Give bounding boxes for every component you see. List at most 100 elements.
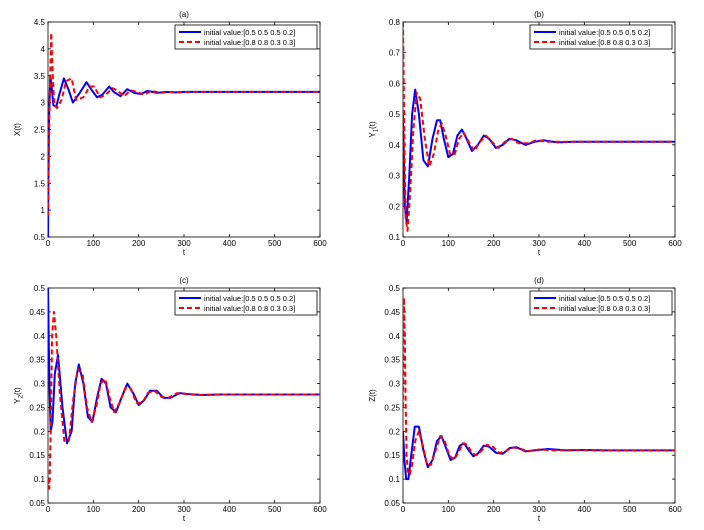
- y-tick-label: 0.25: [29, 403, 45, 412]
- y-tick-label: 0.35: [29, 356, 45, 365]
- x-tick-label: 100: [442, 505, 456, 514]
- y-tick-label: 0.6: [389, 79, 401, 88]
- y-tick-label: 0.2: [389, 427, 401, 436]
- y-tick-label: 2: [41, 152, 46, 161]
- y-tick-label: 4.5: [34, 18, 46, 27]
- legend-label-1: initial value:[0.5 0.5 0.5 0.2]: [204, 294, 295, 303]
- y-tick-label: 0.5: [389, 284, 401, 293]
- x-tick-label: 200: [132, 239, 146, 248]
- x-axis-label: t: [538, 514, 541, 523]
- x-tick-label: 100: [87, 505, 101, 514]
- y-tick-label: 0.4: [389, 332, 401, 341]
- chart-panel-1: (a) 0 100 200 300 400 500 600 0.5 1 1.5 2 2.5 3 3.5 4 4.…: [13, 10, 327, 257]
- series-line-1: [403, 425, 675, 481]
- y-tick-label: 0.5: [34, 233, 46, 242]
- y-tick-label: 0.8: [389, 18, 401, 27]
- y-tick-label: 0.15: [384, 451, 400, 460]
- x-tick-label: 600: [313, 239, 327, 248]
- panel-title: (b): [534, 10, 544, 19]
- series-line-2: [48, 31, 320, 216]
- x-tick-label: 400: [223, 239, 237, 248]
- legend-label-2: initial value:[0.8 0.8 0.3 0.3]: [559, 304, 650, 313]
- y-tick-label: 0.35: [384, 356, 400, 365]
- panel-title: (c): [179, 276, 189, 285]
- y-tick-label: 0.45: [384, 308, 400, 317]
- y-tick-label: 0.45: [29, 308, 45, 317]
- x-axis-label: t: [538, 248, 541, 257]
- y-tick-label: 2.5: [34, 126, 46, 135]
- series-line-2: [403, 22, 675, 232]
- series-line-1: [48, 74, 320, 237]
- x-tick-label: 400: [578, 239, 592, 248]
- y-tick-label: 0.5: [34, 284, 46, 293]
- y-axis-label: Y2(t): [13, 387, 25, 404]
- y-tick-label: 0.25: [384, 403, 400, 412]
- y-tick-label: 3: [41, 99, 46, 108]
- x-tick-label: 0: [401, 505, 406, 514]
- y-tick-label: 0.4: [34, 332, 46, 341]
- x-tick-label: 300: [532, 505, 546, 514]
- x-tick-label: 0: [46, 239, 51, 248]
- legend-label-1: initial value:[0.5 0.5 0.5 0.2]: [559, 294, 650, 303]
- y-axis-label: X(t): [13, 123, 22, 136]
- x-tick-label: 600: [668, 239, 682, 248]
- y-tick-label: 0.1: [34, 475, 46, 484]
- y-tick-label: 0.2: [389, 202, 401, 211]
- y-tick-label: 0.05: [29, 499, 45, 508]
- x-tick-label: 600: [313, 505, 327, 514]
- y-tick-label: 3.5: [34, 72, 46, 81]
- x-tick-label: 300: [177, 505, 191, 514]
- x-tick-label: 500: [268, 505, 282, 514]
- x-tick-label: 400: [223, 505, 237, 514]
- x-tick-label: 100: [442, 239, 456, 248]
- plot-frame: [47, 21, 321, 238]
- legend-label-2: initial value:[0.8 0.8 0.3 0.3]: [204, 38, 295, 47]
- series-line-1: [403, 88, 675, 223]
- y-tick-label: 0.05: [384, 499, 400, 508]
- x-tick-label: 500: [623, 505, 637, 514]
- x-tick-label: 300: [532, 239, 546, 248]
- y-tick-label: 0.1: [389, 233, 401, 242]
- x-tick-label: 600: [668, 505, 682, 514]
- chart-panel-3: (c) 0 100 200 300 400 500 600 0.05 0.1 0.15 0.2 0.25…: [13, 276, 327, 523]
- y-tick-label: 0.2: [34, 427, 46, 436]
- y-tick-label: 0.3: [34, 380, 46, 389]
- x-tick-label: 500: [268, 239, 282, 248]
- legend-label-1: initial value:[0.5 0.5 0.5 0.2]: [204, 28, 295, 37]
- x-tick-label: 100: [87, 239, 101, 248]
- x-tick-label: 200: [132, 505, 146, 514]
- legend-label-2: initial value:[0.8 0.8 0.3 0.3]: [204, 304, 295, 313]
- y-axis-label: Y1(t): [368, 121, 380, 138]
- y-tick-label: 1.5: [34, 179, 46, 188]
- y-tick-label: 0.1: [389, 475, 401, 484]
- legend-label-2: initial value:[0.8 0.8 0.3 0.3]: [559, 38, 650, 47]
- x-axis-label: t: [183, 514, 186, 523]
- legend-box: [529, 24, 673, 50]
- y-tick-label: 0.3: [389, 380, 401, 389]
- y-tick-label: 0.15: [29, 451, 45, 460]
- x-tick-label: 0: [401, 239, 406, 248]
- y-tick-label: 0.4: [389, 141, 401, 150]
- y-axis-label: Z(t): [368, 389, 377, 402]
- chart-panel-4: (d) 0 100 200 300 400 500 600 0.05 0.1 0.15 0.2 0.25…: [368, 276, 682, 523]
- legend-box: [529, 290, 673, 316]
- y-tick-label: 0.3: [389, 172, 401, 181]
- plot-frame: [402, 287, 676, 504]
- x-tick-label: 200: [487, 239, 501, 248]
- chart-panel-2: (b) 0 100 200 300 400 500 600 0.1 0.2 0.3 0.4 0.5 0.6…: [368, 10, 682, 257]
- panel-title: (a): [179, 10, 189, 19]
- y-tick-label: 0.7: [389, 49, 401, 58]
- x-tick-label: 300: [177, 239, 191, 248]
- x-tick-label: 500: [623, 239, 637, 248]
- y-tick-label: 4: [41, 45, 46, 54]
- series-line-2: [403, 296, 675, 476]
- x-axis-label: t: [183, 248, 186, 257]
- y-tick-label: 0.5: [389, 110, 401, 119]
- series-line-2: [48, 310, 320, 490]
- x-tick-label: 0: [46, 505, 51, 514]
- panel-title: (d): [534, 276, 544, 285]
- y-tick-label: 1: [41, 206, 46, 215]
- x-tick-label: 400: [578, 505, 592, 514]
- legend-label-1: initial value:[0.5 0.5 0.5 0.2]: [559, 28, 650, 37]
